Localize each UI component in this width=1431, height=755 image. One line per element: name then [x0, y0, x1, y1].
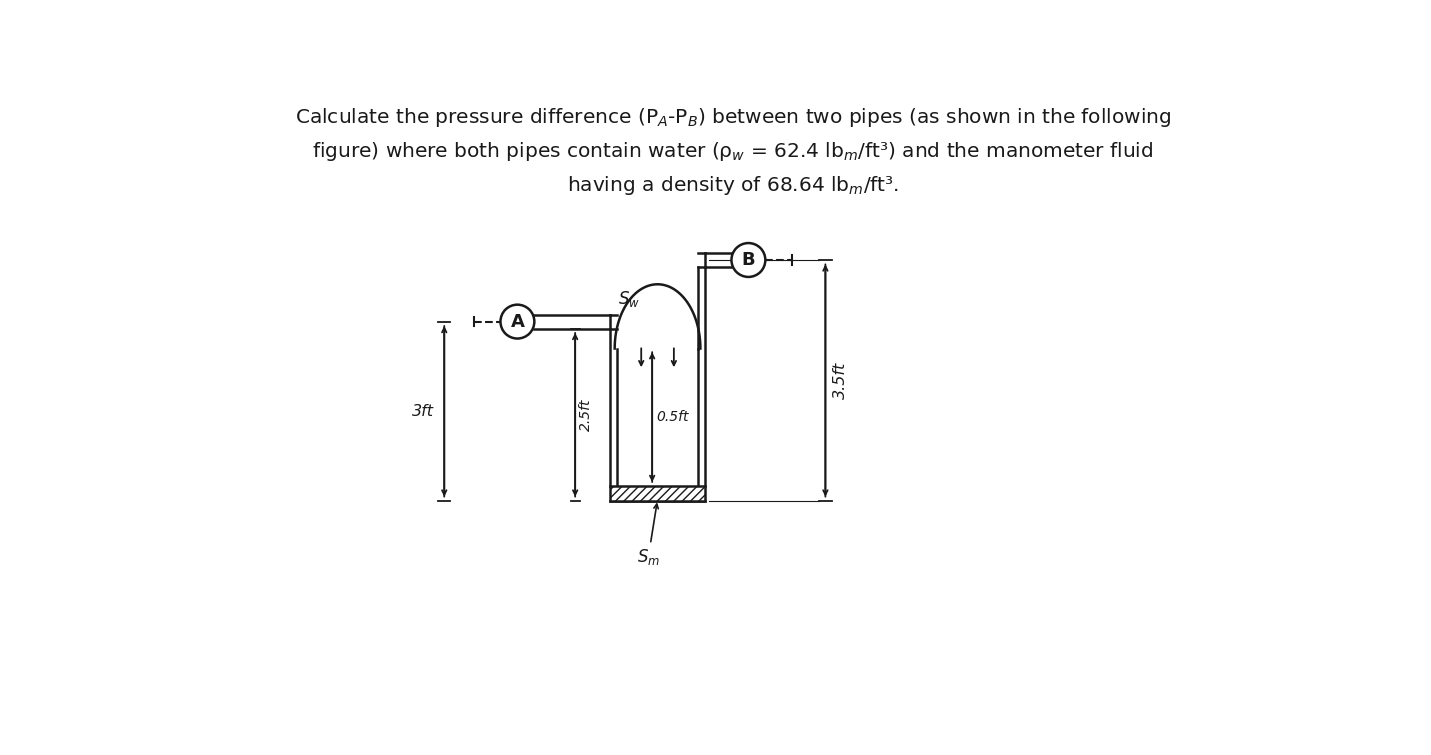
- Text: $S_m$: $S_m$: [637, 504, 660, 567]
- Text: 3ft: 3ft: [412, 404, 434, 419]
- Circle shape: [731, 243, 766, 277]
- Text: B: B: [741, 251, 756, 269]
- Bar: [610, 485, 705, 501]
- Text: A: A: [511, 313, 524, 331]
- Text: 2.5ft: 2.5ft: [580, 399, 592, 431]
- Text: 0.5ft: 0.5ft: [657, 410, 690, 424]
- Text: Calculate the pressure difference (P$_A$-P$_B$) between two pipes (as shown in t: Calculate the pressure difference (P$_A$…: [295, 106, 1171, 197]
- Circle shape: [501, 305, 534, 338]
- Text: 3.5ft: 3.5ft: [833, 362, 849, 399]
- Text: $S_w$: $S_w$: [618, 288, 640, 309]
